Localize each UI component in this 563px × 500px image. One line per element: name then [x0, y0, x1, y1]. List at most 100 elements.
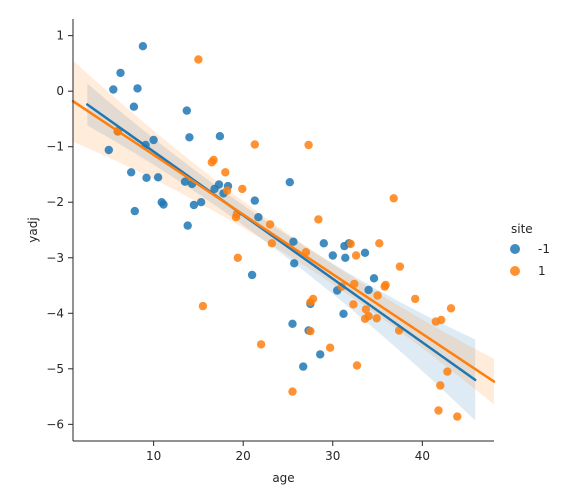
x-tick-label: 30 — [325, 449, 340, 463]
data-point-series-1 — [411, 294, 420, 304]
data-point-series-1 — [364, 311, 373, 321]
data-point-series-0 — [339, 309, 348, 318]
data-point-series-0 — [183, 221, 192, 230]
data-point-series-0 — [127, 168, 136, 177]
data-point-series-0 — [196, 198, 206, 207]
data-point-series-1 — [373, 291, 382, 300]
data-point-series-1 — [198, 301, 208, 311]
legend-label-series-0: -1 — [538, 242, 550, 256]
data-point-series-1 — [346, 239, 355, 249]
data-point-series-1 — [352, 361, 362, 370]
data-point-series-0 — [129, 102, 139, 111]
y-tick-label: −6 — [46, 417, 64, 431]
legend-label-series-1: 1 — [538, 264, 546, 278]
y-tick-label: 0 — [56, 84, 64, 98]
data-point-series-0 — [341, 253, 350, 262]
legend-title: site — [511, 222, 533, 236]
data-point-series-0 — [328, 251, 337, 260]
data-point-series-1 — [349, 300, 358, 309]
data-point-series-0 — [288, 319, 297, 328]
data-point-series-1 — [288, 387, 297, 396]
data-point-series-0 — [149, 135, 158, 145]
data-point-series-0 — [319, 239, 328, 248]
data-point-series-1 — [306, 326, 315, 336]
data-point-series-0 — [159, 200, 168, 209]
data-point-series-1 — [436, 381, 445, 390]
data-point-series-1 — [434, 406, 443, 415]
axes: 10 20 30 40 −6 −5 −4 −3 −2 −1 0 1 — [46, 19, 494, 463]
data-point-series-0 — [215, 132, 225, 141]
data-point-series-1 — [375, 239, 384, 248]
data-point-series-0 — [285, 178, 294, 187]
data-point-series-1 — [351, 251, 361, 260]
data-point-series-1 — [314, 215, 323, 224]
data-point-series-0 — [153, 173, 163, 182]
regression-line-series-1 — [71, 99, 496, 383]
data-point-series-0 — [116, 68, 125, 78]
confidence-band-series-0 — [87, 83, 476, 421]
regression-lines — [71, 99, 496, 383]
data-point-series-0 — [299, 362, 308, 371]
y-tick-label: −1 — [46, 140, 64, 154]
data-point-series-1 — [221, 168, 230, 177]
data-point-series-0 — [185, 133, 194, 142]
data-point-series-0 — [369, 274, 379, 283]
y-tick-label: −3 — [46, 251, 64, 265]
data-point-series-1 — [325, 343, 335, 352]
data-point-series-0 — [189, 200, 199, 210]
data-points — [104, 42, 462, 421]
data-point-series-1 — [265, 220, 275, 229]
data-point-series-0 — [133, 84, 142, 93]
data-point-series-1 — [238, 184, 247, 194]
x-axis-label: age — [272, 471, 294, 485]
data-point-series-1 — [443, 367, 452, 376]
legend-marker-series-0 — [510, 244, 520, 254]
data-point-series-0 — [109, 85, 118, 94]
data-point-series-1 — [256, 340, 266, 349]
data-point-series-1 — [446, 304, 456, 313]
data-point-series-0 — [247, 270, 257, 280]
data-point-series-1 — [209, 155, 218, 165]
data-point-series-1 — [372, 314, 381, 323]
y-axis-label: yadj — [26, 217, 40, 242]
data-point-series-1 — [453, 412, 462, 421]
data-point-series-0 — [138, 42, 148, 51]
data-point-series-1 — [381, 280, 390, 290]
data-point-series-0 — [104, 145, 114, 155]
data-point-series-1 — [250, 140, 259, 149]
y-tick-label: −2 — [46, 195, 64, 209]
legend-marker-series-1 — [510, 266, 520, 276]
data-point-series-0 — [130, 206, 139, 216]
data-point-series-1 — [267, 239, 277, 248]
regression-line-series-0 — [86, 103, 477, 382]
data-point-series-1 — [308, 294, 318, 304]
data-point-series-1 — [437, 315, 446, 325]
data-point-series-0 — [289, 237, 298, 246]
data-point-series-0 — [214, 180, 224, 189]
data-point-series-1 — [194, 55, 203, 64]
data-point-series-0 — [254, 213, 263, 222]
data-point-series-0 — [290, 259, 299, 268]
data-point-series-0 — [250, 196, 259, 205]
data-point-series-1 — [222, 186, 232, 195]
data-point-series-1 — [395, 262, 405, 271]
data-point-series-1 — [233, 253, 242, 262]
y-tick-label: −4 — [46, 306, 64, 320]
data-point-series-0 — [316, 350, 325, 359]
data-point-series-0 — [142, 173, 151, 182]
data-point-series-0 — [182, 106, 191, 115]
data-point-series-1 — [389, 194, 398, 203]
y-tick-label: 1 — [56, 29, 64, 43]
confidence-band-series-1 — [73, 60, 494, 405]
x-tick-label: 10 — [146, 449, 161, 463]
legend: site -1 1 — [510, 222, 550, 278]
y-tick-label: −5 — [46, 362, 64, 376]
data-point-series-0 — [360, 248, 370, 257]
x-tick-label: 20 — [236, 449, 251, 463]
data-point-series-1 — [361, 305, 371, 314]
x-tick-label: 40 — [415, 449, 430, 463]
data-point-series-1 — [304, 140, 313, 150]
data-point-series-0 — [180, 177, 190, 186]
data-point-series-0 — [364, 285, 373, 295]
